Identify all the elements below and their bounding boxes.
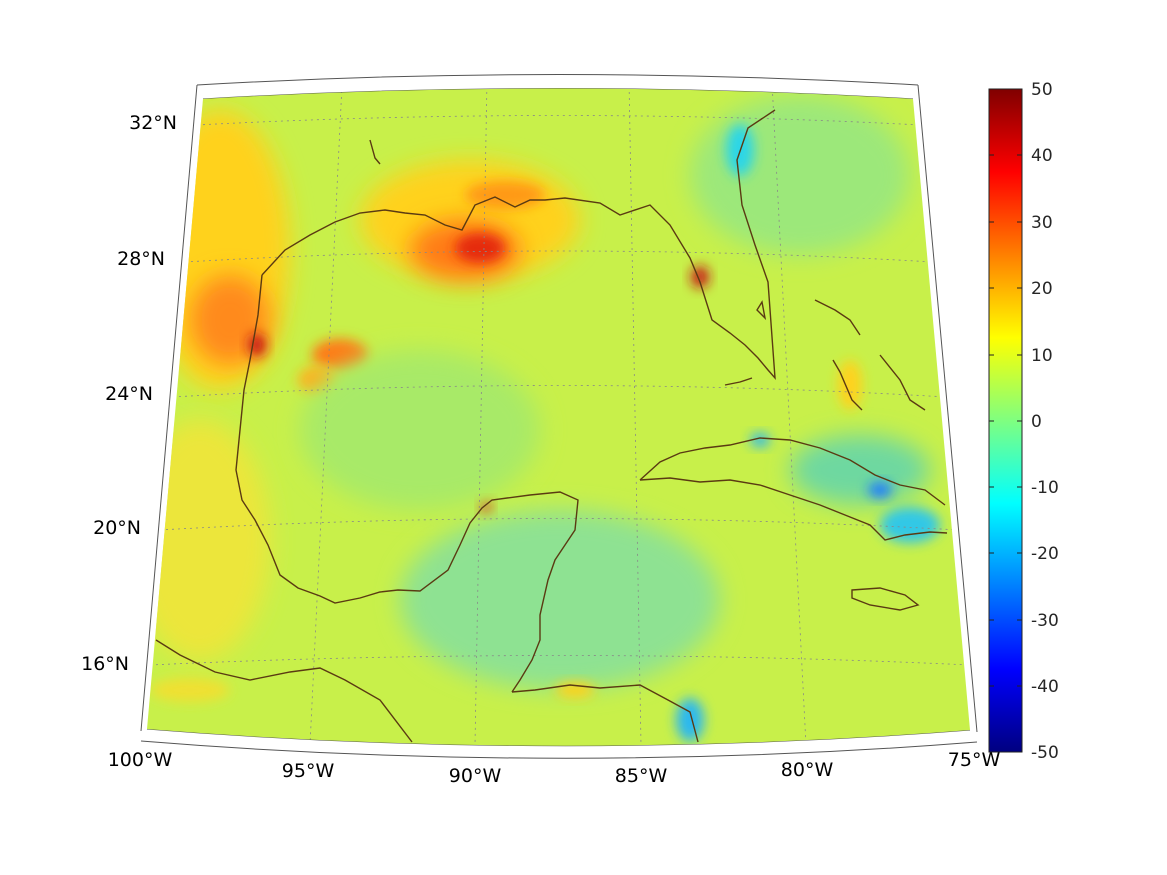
- lon-label-75: 75°W: [948, 749, 1001, 771]
- lon-label-100: 100°W: [108, 749, 173, 771]
- graticule: [149, 88, 970, 746]
- colorbar-labels: 50 40 30 20 10 0 -10 -20 -30 -40 -50: [1031, 80, 1059, 763]
- latitude-labels: 32°N 28°N 24°N 20°N 16°N: [81, 112, 177, 675]
- lat-label-24: 24°N: [105, 383, 153, 405]
- colorbar-label-neg30: -30: [1031, 611, 1059, 631]
- colorbar-label-neg20: -20: [1031, 544, 1059, 564]
- colorbar-label-20: 20: [1031, 279, 1053, 299]
- lat-label-28: 28°N: [117, 248, 165, 270]
- colorbar-ticks: [989, 154, 1022, 687]
- lat-label-16: 16°N: [81, 653, 129, 675]
- lat-label-32: 32°N: [129, 112, 177, 134]
- lon-label-85: 85°W: [615, 765, 668, 787]
- lon-label-95: 95°W: [282, 760, 335, 782]
- colorbar-label-0: 0: [1031, 412, 1042, 432]
- colorbar-label-neg40: -40: [1031, 677, 1059, 697]
- colorbar-label-40: 40: [1031, 146, 1053, 166]
- coastlines: [155, 109, 948, 743]
- colorbar-label-30: 30: [1031, 213, 1053, 233]
- colorbar-label-neg50: -50: [1031, 743, 1059, 763]
- lon-label-80: 80°W: [781, 759, 834, 781]
- colorbar-label-50: 50: [1031, 80, 1053, 100]
- map-field: [147, 88, 970, 746]
- lon-label-90: 90°W: [449, 765, 502, 787]
- lat-label-20: 20°N: [93, 517, 141, 539]
- colorbar-label-10: 10: [1031, 346, 1053, 366]
- colorbar-gradient: [988, 88, 1023, 753]
- colorbar: 50 40 30 20 10 0 -10 -20 -30 -40 -50: [988, 80, 1059, 763]
- colorbar-label-neg10: -10: [1031, 478, 1059, 498]
- longitude-labels: 100°W 95°W 90°W 85°W 80°W 75°W: [108, 749, 1001, 787]
